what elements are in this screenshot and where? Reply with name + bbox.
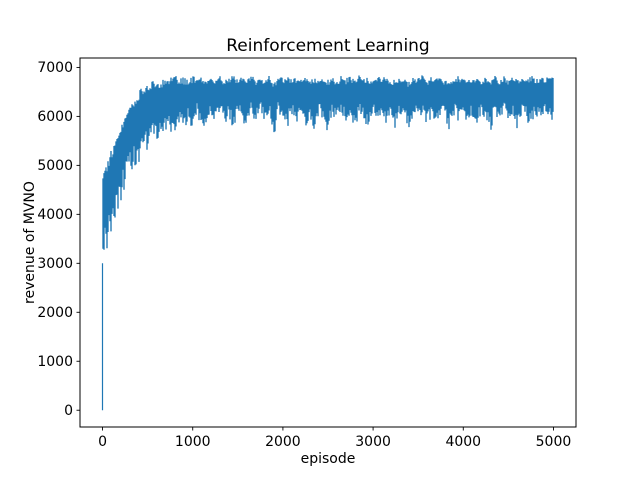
x-axis-label: episode (301, 451, 356, 467)
x-tick-label: 4000 (445, 434, 481, 450)
y-tick-label: 7000 (37, 60, 73, 76)
y-tick-label: 0 (64, 403, 73, 419)
y-tick-label: 6000 (37, 109, 73, 125)
y-tick-label: 5000 (37, 158, 73, 174)
data-line (102, 75, 554, 250)
x-tick-label: 0 (98, 434, 107, 450)
x-tick-label: 5000 (536, 434, 572, 450)
y-tick-label: 2000 (37, 305, 73, 321)
chart-title: Reinforcement Learning (226, 36, 429, 56)
y-axis-label: revenue of MVNO (22, 181, 38, 304)
plot-border (79, 57, 577, 428)
axes: 0 1000 2000 3000 4000 5000 0 1000 2000 3000 4000 50… (37, 60, 571, 450)
x-tick-label: 1000 (175, 434, 211, 450)
y-tick-label: 3000 (37, 256, 73, 272)
y-tick-label: 4000 (37, 207, 73, 223)
y-tick-label: 1000 (37, 354, 73, 370)
x-tick-label: 2000 (265, 434, 301, 450)
x-tick-label: 3000 (355, 434, 391, 450)
